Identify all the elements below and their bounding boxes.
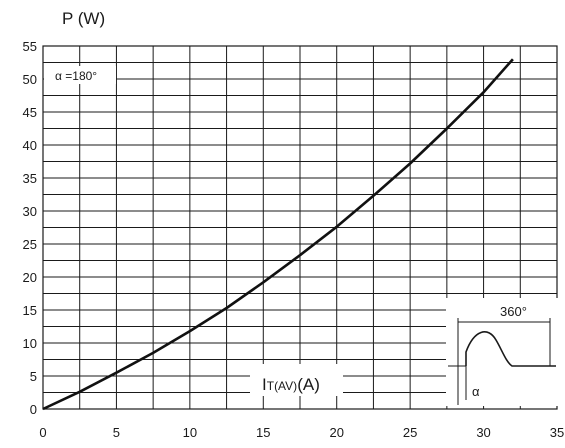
x-tick-label: 15 [256, 425, 270, 440]
x-tick-label: 35 [550, 425, 564, 440]
y-tick-label: 55 [23, 39, 37, 54]
inset-waveform [465, 331, 556, 367]
x-axis-label: IT(AV)(A) [262, 375, 320, 394]
x-tick-label: 20 [329, 425, 343, 440]
y-tick-labels: 0 5 10 15 20 25 30 35 40 45 50 55 [23, 39, 37, 417]
x-tick-labels: 0 5 10 15 20 25 30 35 [39, 425, 564, 440]
x-axis-label-subscript: T(AV) [267, 379, 297, 393]
waveform-inset: 360° α [446, 298, 564, 406]
period-label-background [498, 304, 532, 320]
power-curve [42, 58, 514, 411]
period-label: 360° [500, 304, 527, 319]
annotation-background [44, 66, 116, 84]
y-tick-label: 30 [23, 204, 37, 219]
axes [42, 45, 558, 410]
x-axis-label-background [250, 364, 343, 396]
x-axis-label-unit: (A) [297, 375, 320, 394]
y-tick-label: 0 [30, 402, 37, 417]
x-tick-label: 30 [476, 425, 490, 440]
x-tick-label: 5 [113, 425, 120, 440]
y-tick-label: 40 [23, 138, 37, 153]
y-tick-label: 5 [30, 369, 37, 384]
y-tick-label: 35 [23, 171, 37, 186]
series [42, 58, 514, 411]
angle-label: α [472, 384, 480, 399]
alpha-annotation: α =180° [55, 69, 97, 83]
x-axis-label-main: I [262, 375, 267, 394]
x-tick-label: 0 [39, 425, 46, 440]
plot-frame [42, 45, 558, 410]
y-axis-label: P (W) [62, 9, 105, 28]
y-tick-label: 20 [23, 270, 37, 285]
y-tick-label: 10 [23, 336, 37, 351]
y-tick-label: 45 [23, 105, 37, 120]
y-tick-label: 25 [23, 237, 37, 252]
x-tick-label: 10 [183, 425, 197, 440]
x-tick-label: 25 [403, 425, 417, 440]
y-tick-label: 15 [23, 303, 37, 318]
y-tick-label: 50 [23, 72, 37, 87]
